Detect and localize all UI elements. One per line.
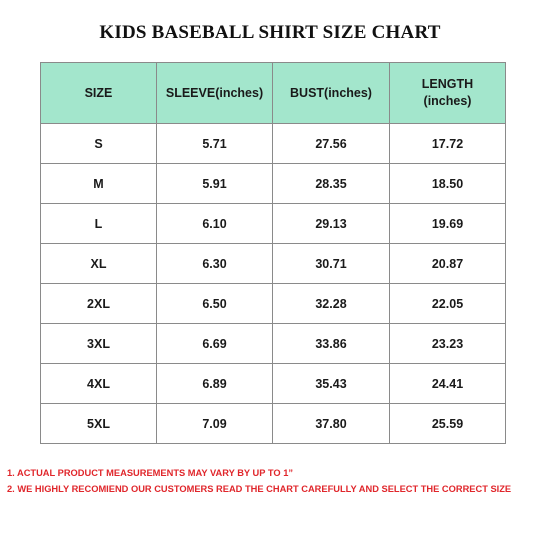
- cell-sleeve: 5.91: [156, 163, 273, 204]
- table-row: M 5.91 28.35 18.50: [40, 163, 506, 204]
- page-title: KIDS BASEBALL SHIRT SIZE CHART: [99, 22, 441, 43]
- size-chart-table: SIZE SLEEVE(inches) BUST(inches) LENGTH …: [40, 62, 506, 444]
- cell-length: 23.23: [389, 323, 506, 364]
- cell-length: 20.87: [389, 243, 506, 284]
- cell-sleeve: 6.10: [156, 203, 273, 244]
- cell-bust: 29.13: [272, 203, 390, 244]
- header-size: SIZE: [40, 62, 157, 124]
- table-row: XL 6.30 30.71 20.87: [40, 243, 506, 284]
- cell-bust: 27.56: [272, 123, 390, 164]
- cell-bust: 37.80: [272, 403, 390, 444]
- cell-sleeve: 5.71: [156, 123, 273, 164]
- cell-size: S: [40, 123, 157, 164]
- cell-size: XL: [40, 243, 157, 284]
- cell-size: 5XL: [40, 403, 157, 444]
- cell-sleeve: 6.50: [156, 283, 273, 324]
- note-1: 1. ACTUAL PRODUCT MEASUREMENTS MAY VARY …: [7, 468, 294, 478]
- table-row: 5XL 7.09 37.80 25.59: [40, 403, 506, 444]
- table-row: 3XL 6.69 33.86 23.23: [40, 323, 506, 364]
- cell-size: L: [40, 203, 157, 244]
- note-2: 2. WE HIGHLY RECOMIEND OUR CUSTOMERS REA…: [7, 484, 512, 494]
- cell-size: 2XL: [40, 283, 157, 324]
- cell-bust: 28.35: [272, 163, 390, 204]
- table-row: L 6.10 29.13 19.69: [40, 203, 506, 244]
- header-bust: BUST(inches): [272, 62, 390, 124]
- cell-bust: 33.86: [272, 323, 390, 364]
- header-sleeve: SLEEVE(inches): [156, 62, 273, 124]
- cell-size: 3XL: [40, 323, 157, 364]
- cell-sleeve: 6.89: [156, 363, 273, 404]
- cell-bust: 30.71: [272, 243, 390, 284]
- header-length-line2: (inches): [423, 94, 472, 108]
- cell-length: 17.72: [389, 123, 506, 164]
- table-row: 2XL 6.50 32.28 22.05: [40, 283, 506, 324]
- table-header-row: SIZE SLEEVE(inches) BUST(inches) LENGTH …: [40, 62, 506, 124]
- cell-length: 25.59: [389, 403, 506, 444]
- cell-size: M: [40, 163, 157, 204]
- cell-length: 19.69: [389, 203, 506, 244]
- cell-length: 22.05: [389, 283, 506, 324]
- cell-length: 24.41: [389, 363, 506, 404]
- table-row: 4XL 6.89 35.43 24.41: [40, 363, 506, 404]
- notes: 1. ACTUAL PRODUCT MEASUREMENTS MAY VARY …: [7, 465, 537, 497]
- header-length: LENGTH (inches): [389, 62, 506, 124]
- cell-sleeve: 7.09: [156, 403, 273, 444]
- cell-length: 18.50: [389, 163, 506, 204]
- cell-bust: 32.28: [272, 283, 390, 324]
- cell-sleeve: 6.30: [156, 243, 273, 284]
- header-length-line1: LENGTH: [421, 77, 474, 91]
- table-row: S 5.71 27.56 17.72: [40, 123, 506, 164]
- cell-sleeve: 6.69: [156, 323, 273, 364]
- cell-bust: 35.43: [272, 363, 390, 404]
- cell-size: 4XL: [40, 363, 157, 404]
